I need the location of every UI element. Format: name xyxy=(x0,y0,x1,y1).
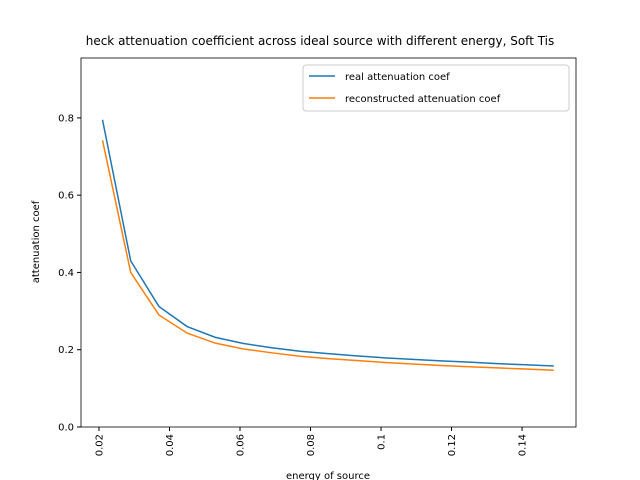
x-tick-label: 0.12 xyxy=(447,434,458,456)
y-tick-label: 0.8 xyxy=(58,113,74,124)
chart-title: heck attenuation coefficient across idea… xyxy=(86,34,555,48)
y-tick-label: 0.6 xyxy=(58,191,74,202)
y-tick-label: 0.2 xyxy=(58,345,74,356)
x-axis-label: energy of source xyxy=(286,471,370,480)
x-tick-label: 0.1 xyxy=(377,434,388,450)
x-tick-label: 0.08 xyxy=(306,434,317,456)
plot-frame xyxy=(80,57,577,428)
x-tick-label: 0.14 xyxy=(518,434,529,456)
legend: real attenuation coef reconstructed atten… xyxy=(302,64,570,112)
legend-label: real attenuation coef xyxy=(345,72,450,83)
x-tick-label: 0.02 xyxy=(94,434,105,456)
legend-box xyxy=(302,64,570,112)
series-line xyxy=(101,140,554,371)
x-tick-label: 0.04 xyxy=(165,434,176,456)
legend-label: reconstructed attenuation coef xyxy=(345,94,501,105)
series-line xyxy=(101,119,554,367)
y-axis-label: attenuation coef xyxy=(31,200,42,283)
y-tick-label: 0.4 xyxy=(58,268,74,279)
x-tick-label: 0.06 xyxy=(236,434,247,456)
y-tick-label: 0.0 xyxy=(58,423,74,434)
